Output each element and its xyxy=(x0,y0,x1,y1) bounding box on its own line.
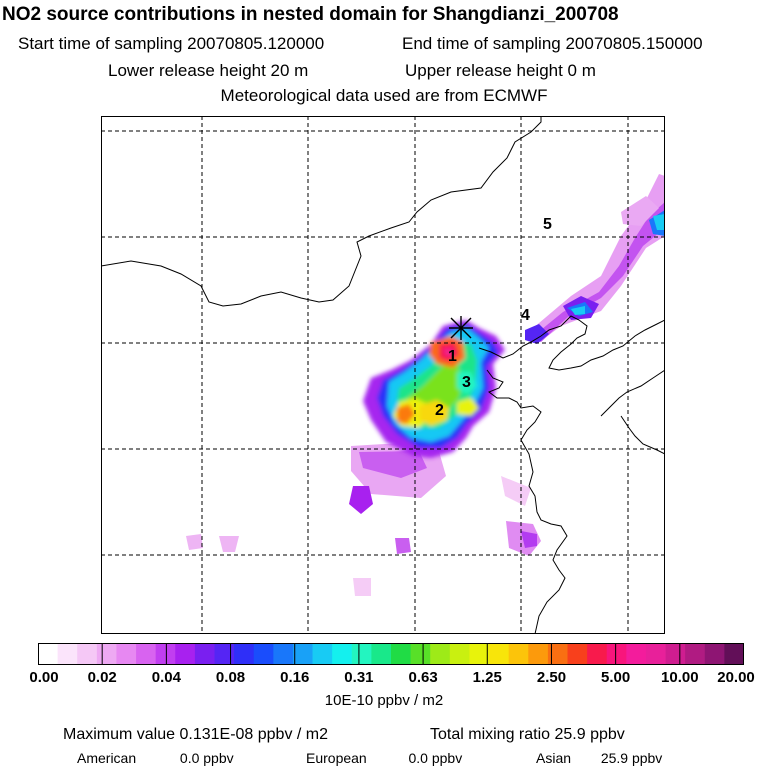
colorbar-tick-label: 0.31 xyxy=(344,669,374,686)
sector-value: 0.0 ppbv xyxy=(179,750,234,766)
concentration-field xyxy=(186,174,665,596)
sector-name: European xyxy=(306,750,367,766)
colorbar-cell xyxy=(587,643,608,665)
region-label-1: 1 xyxy=(448,348,457,365)
start-time-text: Start time of sampling 20070805.120000 xyxy=(18,34,325,53)
colorbar-tick-label: 2.50 xyxy=(536,669,567,686)
sector-european: European 0.0 ppbv xyxy=(306,750,462,766)
colorbar-cell xyxy=(77,643,98,665)
plume-patch xyxy=(359,451,427,478)
colorbar-cell xyxy=(234,643,255,665)
sector-name: American xyxy=(77,750,137,766)
colorbar-cell xyxy=(57,643,78,665)
colorbar-tick-label: 0.08 xyxy=(215,669,246,686)
colorbar-cell xyxy=(469,643,490,665)
colorbar-cell xyxy=(567,643,588,665)
colorbar-cell xyxy=(351,643,372,665)
plume-main xyxy=(457,372,477,394)
colorbar-cell xyxy=(136,643,157,665)
colorbar-cell xyxy=(194,643,215,665)
colorbar-cell xyxy=(175,643,196,665)
colorbar-cell xyxy=(547,643,568,665)
colorbar xyxy=(38,643,744,665)
region-label-3: 3 xyxy=(462,374,471,391)
plot-frame xyxy=(101,116,665,634)
total-mixing-ratio-text: Total mixing ratio 25.9 ppbv xyxy=(430,726,625,743)
colorbar-tick-label: 0.63 xyxy=(408,669,438,686)
lower-release-height: Lower release height 20 m xyxy=(108,61,309,80)
plume-main xyxy=(419,400,449,426)
colorbar-cell xyxy=(410,643,431,665)
plume-patch xyxy=(501,476,531,506)
plume-patch xyxy=(349,486,373,514)
colorbar-cell xyxy=(606,643,627,665)
border-line xyxy=(101,116,542,307)
colorbar-cell xyxy=(253,643,274,665)
colorbar-unit: 10E-10 ppbv / m2 xyxy=(324,692,444,709)
colorbar-cell xyxy=(508,643,529,665)
colorbar-cell xyxy=(645,643,666,665)
colorbar-tick-label: 1.25 xyxy=(472,669,502,686)
plume-band xyxy=(571,306,585,315)
colorbar-cell xyxy=(292,643,313,665)
chart-title: NO2 source contributions in nested domai… xyxy=(2,4,619,25)
colorbar-tick-label: 0.16 xyxy=(280,669,310,686)
plume-patch xyxy=(521,531,537,548)
colorbar-cell xyxy=(489,643,510,665)
region-label-2: 2 xyxy=(435,402,444,419)
colorbar-cell xyxy=(685,643,706,665)
colorbar-cell xyxy=(391,643,412,665)
sector-american: American 0.0 ppbv xyxy=(77,750,234,766)
receptor-star-icon xyxy=(449,316,473,340)
colorbar-frame xyxy=(38,643,744,665)
grid-lines xyxy=(101,116,665,634)
coastline xyxy=(486,369,568,634)
plume-band xyxy=(653,214,665,230)
colorbar-cell xyxy=(116,643,137,665)
sector-value: 0.0 ppbv xyxy=(408,750,463,766)
colorbar-cell xyxy=(155,643,176,665)
colorbar-cell xyxy=(449,643,470,665)
plume-band xyxy=(531,202,665,342)
colorbar-cell xyxy=(626,643,647,665)
colorbar-tick-label: 0.00 xyxy=(29,669,59,686)
plume-main xyxy=(457,398,479,416)
plume-patch xyxy=(219,536,239,552)
colorbar-cell xyxy=(371,643,392,665)
colorbar-cell xyxy=(312,643,333,665)
colorbar-cell xyxy=(273,643,294,665)
map-plot: 1 2 3 4 5 xyxy=(101,116,665,634)
plume-patch xyxy=(395,538,411,554)
colorbar-cell xyxy=(665,643,686,665)
end-time-text: End time of sampling 20070805.150000 xyxy=(402,34,703,53)
colorbar-cell xyxy=(96,643,117,665)
colorbar-cell xyxy=(724,643,744,665)
sector-name: Asian xyxy=(536,750,572,766)
coastline xyxy=(600,369,665,417)
plume-patch xyxy=(186,534,203,550)
maximum-value-text: Maximum value 0.131E-08 ppbv / m2 xyxy=(63,726,329,743)
plume-patch xyxy=(353,578,371,596)
plume-main xyxy=(443,348,453,356)
colorbar-cell xyxy=(704,643,725,665)
met-data-text: Meteorological data used are from ECMWF xyxy=(220,86,548,105)
colorbar-tick-label: 0.04 xyxy=(151,669,181,686)
plume-band xyxy=(525,324,549,344)
colorbar-tick-label: 20.00 xyxy=(717,669,755,686)
upper-release-height: Upper release height 0 m xyxy=(405,61,596,80)
sector-value: 25.9 ppbv xyxy=(600,750,663,766)
colorbar-tick-label: 5.00 xyxy=(601,669,631,686)
plume-band xyxy=(621,196,659,226)
colorbar-cell xyxy=(38,643,59,665)
colorbar-cell xyxy=(528,643,549,665)
colorbar-tick-label: 0.02 xyxy=(87,669,117,686)
region-label-4: 4 xyxy=(521,307,530,324)
region-label-5: 5 xyxy=(543,216,552,233)
colorbar-cell xyxy=(430,643,451,665)
colorbar-tick-label: 10.00 xyxy=(661,669,699,686)
plume-main xyxy=(397,404,415,424)
colorbar-cell xyxy=(214,643,235,665)
colorbar-cell xyxy=(332,643,353,665)
sector-asian: Asian 25.9 ppbv xyxy=(536,750,662,766)
